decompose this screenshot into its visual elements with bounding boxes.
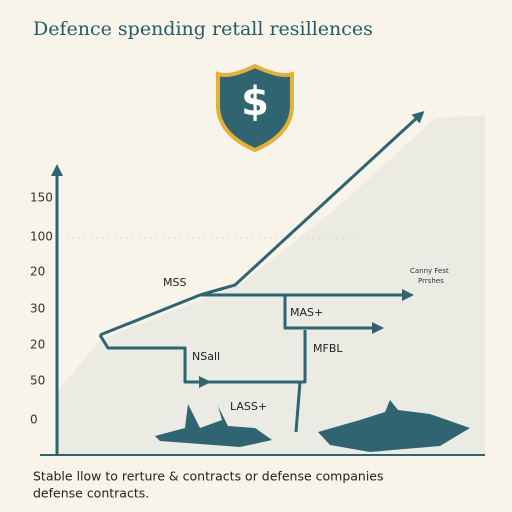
- label: NSall: [192, 350, 220, 363]
- label: LASS+: [230, 400, 267, 413]
- title: Defence spending retall resillences: [33, 18, 373, 40]
- jet: [318, 400, 470, 452]
- branch: [205, 330, 307, 384]
- shield: [216, 63, 294, 153]
- jet: [155, 404, 272, 447]
- axis-label: 20: [30, 265, 45, 279]
- axis-label: 0: [30, 413, 38, 427]
- axis-label: 150: [30, 191, 53, 205]
- branch: [283, 295, 384, 334]
- axis-label: 50: [30, 374, 45, 388]
- caption: Stable llow to rerture & contracts or de…: [33, 469, 384, 484]
- area: [57, 115, 485, 455]
- axis-label: 100: [30, 230, 53, 244]
- branch: [294, 381, 302, 433]
- note: Prrshes: [418, 277, 444, 285]
- label: MFBL: [313, 342, 343, 355]
- axis-label: 30: [30, 302, 45, 316]
- shield-symbol: $: [241, 79, 269, 125]
- label: MAS+: [290, 306, 323, 319]
- note: Canny Fest: [410, 267, 449, 275]
- axis-label: 20: [30, 338, 45, 352]
- main-line: [99, 110, 425, 337]
- label: MSS: [163, 276, 186, 289]
- caption: defense contracts.: [33, 486, 149, 501]
- branch: [98, 334, 211, 388]
